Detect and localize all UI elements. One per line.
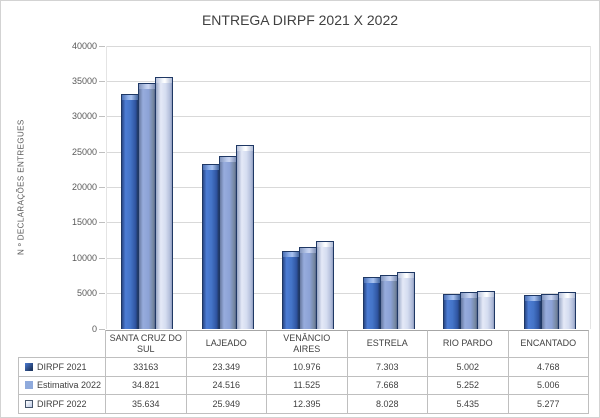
gridline	[107, 293, 590, 295]
value-cell: 23.349	[186, 358, 267, 377]
legend-key-icon	[25, 381, 33, 390]
value-cell: 7.303	[347, 358, 428, 377]
y-tick-mark	[99, 222, 105, 224]
value-cell: 5.277	[508, 395, 589, 414]
category-header-cell: SANTA CRUZ DO SUL	[106, 330, 187, 358]
bar	[155, 77, 174, 329]
value-cell: 25.949	[186, 395, 267, 414]
legend-key-icon	[25, 362, 33, 371]
value-cell: 24.516	[186, 376, 267, 395]
y-tick-label: 20000	[71, 182, 97, 192]
bar	[477, 291, 496, 329]
y-tick-label: 5000	[76, 288, 97, 299]
gridline	[107, 151, 590, 153]
y-tick-label: 40000	[71, 40, 97, 51]
chart-title: ENTREGA DIRPF 2021 X 2022	[201, 12, 399, 28]
value-cell: 7.668	[347, 376, 428, 395]
y-tick-mark	[99, 116, 105, 118]
bar	[396, 272, 415, 329]
bar-group	[107, 46, 188, 329]
bar	[299, 247, 318, 329]
value-cell: 5.435	[428, 395, 509, 414]
value-cell: 4.768	[508, 358, 589, 377]
y-tick-label: 25000	[71, 146, 97, 157]
y-tick-mark	[99, 80, 105, 82]
bar	[443, 294, 462, 329]
series-name: DIRPF 2022	[37, 398, 87, 409]
gridline	[107, 257, 590, 259]
y-tick-mark	[99, 293, 105, 295]
value-cell: 11.525	[267, 376, 348, 395]
bar	[235, 145, 254, 329]
y-tick-label: 0	[91, 323, 97, 334]
bar	[121, 94, 140, 329]
bar	[460, 292, 479, 329]
bar	[316, 241, 335, 329]
bar-groups	[107, 46, 590, 329]
bar	[557, 292, 576, 329]
series-label-cell: DIRPF 2021	[18, 358, 106, 377]
bar	[282, 251, 301, 329]
bar-group	[429, 46, 510, 329]
bar	[201, 164, 220, 329]
bar	[523, 295, 542, 329]
bar	[362, 277, 381, 329]
y-tick-label: 30000	[71, 111, 97, 122]
gridline	[107, 222, 590, 224]
value-cell: 5.006	[508, 376, 589, 395]
bar	[218, 156, 237, 329]
y-tick-mark	[99, 187, 105, 188]
y-tick-label: 10000	[71, 252, 97, 263]
value-cell: 5.252	[428, 376, 509, 395]
series-label-cell: Estimativa 2022	[18, 376, 106, 395]
gridline	[107, 116, 590, 118]
category-header-cell: VENÂNCIO AIRES	[267, 330, 348, 358]
y-tick-label: 35000	[71, 75, 97, 86]
data-table: SANTA CRUZ DO SUL LAJEADO VENÂNCIO AIRES ES…	[18, 330, 589, 414]
series-name: Estimativa 2022	[37, 380, 102, 391]
value-cell: 8.028	[347, 395, 428, 414]
bar	[379, 275, 398, 329]
value-cell: 10.976	[267, 358, 348, 377]
value-cell: 5.002	[428, 358, 509, 377]
y-axis-title: N º DECLARAÇÕES ENTREGUES	[16, 119, 26, 256]
gridline	[107, 187, 590, 188]
value-cell: 35.634	[106, 395, 187, 414]
bar-group	[188, 46, 269, 329]
y-tick-mark	[99, 257, 105, 259]
legend-key-icon	[25, 399, 33, 408]
value-cell: 12.395	[267, 395, 348, 414]
y-tick-mark	[99, 151, 105, 153]
bar-group	[268, 46, 349, 329]
gridline	[107, 45, 590, 47]
bar-group	[510, 46, 591, 329]
bar	[540, 294, 559, 329]
bar	[138, 83, 157, 329]
plot-area	[106, 45, 591, 329]
category-header-cell: LAJEADO	[186, 330, 267, 358]
category-header-cell: RIO PARDO	[428, 330, 509, 358]
y-tick-label: 15000	[71, 217, 97, 228]
series-label-cell: DIRPF 2022	[18, 395, 106, 414]
y-tick-mark	[99, 45, 105, 47]
table-corner-cell	[18, 330, 106, 358]
category-header-cell: ESTRELA	[347, 330, 428, 358]
value-cell: 34.821	[106, 376, 187, 395]
bar-group	[349, 46, 430, 329]
value-cell: 33163	[106, 358, 187, 377]
gridline	[107, 80, 590, 82]
category-header-cell: ENCANTADO	[508, 330, 589, 358]
y-tick-mark	[99, 328, 105, 330]
series-name: DIRPF 2021	[37, 361, 87, 372]
